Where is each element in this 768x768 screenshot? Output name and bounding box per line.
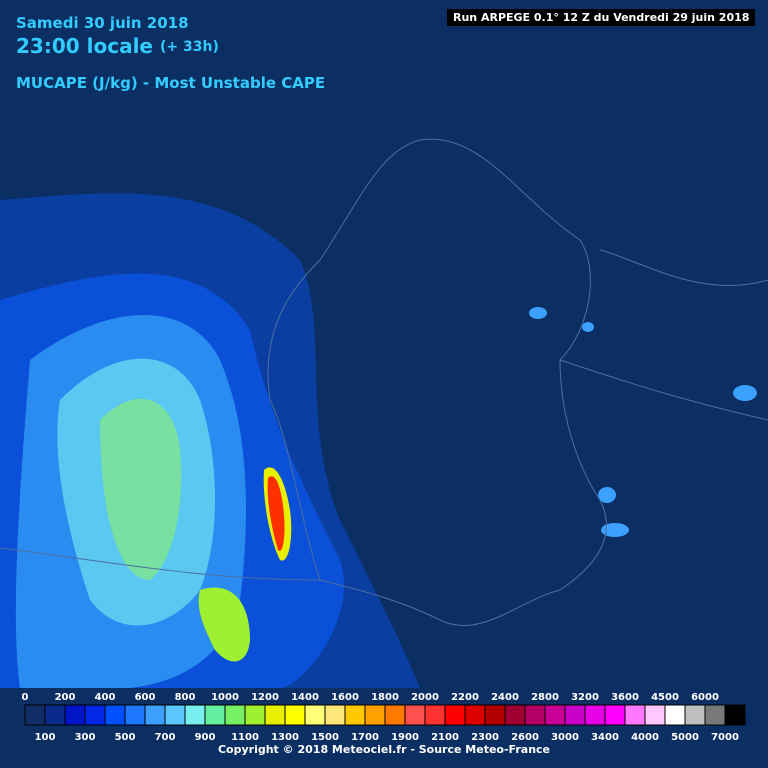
scale-label: 6000 [691,692,719,703]
color-box [204,704,226,726]
cape-cells [529,307,757,537]
color-box [84,704,106,726]
color-box [224,704,246,726]
cape-area [267,476,285,551]
color-box [244,704,266,726]
lead-time: (+ 33h) [160,39,219,55]
color-box [604,704,626,726]
scale-label: 2300 [471,732,499,743]
scale-label: 3200 [571,692,599,703]
color-box [284,704,306,726]
color-box [164,704,186,726]
scale-label: 100 [35,732,56,743]
color-box [304,704,326,726]
scale-label: 1700 [351,732,379,743]
scale-label: 2800 [531,692,559,703]
color-box [264,704,286,726]
color-box [644,704,666,726]
color-box [704,704,726,726]
scale-label: 7000 [711,732,739,743]
scale-label: 3000 [551,732,579,743]
run-info: Run ARPEGE 0.1° 12 Z du Vendredi 29 juin… [447,9,756,26]
color-box [324,704,346,726]
color-box [544,704,566,726]
cape-area [198,587,250,662]
scale-label: 2000 [411,692,439,703]
scale-label: 2200 [451,692,479,703]
scale-label: 4000 [631,732,659,743]
color-box [444,704,466,726]
scale-label: 0 [22,692,29,703]
date: Samedi 30 juin 2018 [16,14,189,32]
scale-label: 900 [195,732,216,743]
color-box [524,704,546,726]
color-box [424,704,446,726]
scale-label: 1000 [211,692,239,703]
cape-area [100,398,182,580]
scale-label: 5000 [671,732,699,743]
color-box [384,704,406,726]
color-box [184,704,206,726]
scale-label: 2100 [431,732,459,743]
borders [0,138,768,626]
scale-label: 1300 [271,732,299,743]
scale-label: 800 [175,692,196,703]
color-box [724,704,746,726]
color-box [44,704,66,726]
color-box [364,704,386,726]
color-box [64,704,86,726]
scale-label: 1400 [291,692,319,703]
color-box [124,704,146,726]
scale-label: 4500 [651,692,679,703]
scale-label: 2400 [491,692,519,703]
color-box [144,704,166,726]
color-box [344,704,366,726]
scale-label: 2600 [511,732,539,743]
scale-label: 1800 [371,692,399,703]
scale-label: 1100 [231,732,259,743]
copyright: Copyright © 2018 Meteociel.fr - Source M… [217,743,551,756]
scale-label: 1200 [251,692,279,703]
color-scale: 0 200 400 600 800 1000 1200 1400 1600 1800 2000 220… [22,692,746,743]
scale-label: 200 [55,692,76,703]
legend: 0 200 400 600 800 1000 1200 1400 1600 1800 2000 220… [0,688,768,768]
color-box [504,704,526,726]
color-box [484,704,506,726]
scale-label: 1900 [391,732,419,743]
time: 23:00 locale [16,34,153,58]
scale-label: 3600 [611,692,639,703]
scale-label: 500 [115,732,136,743]
scale-label: 600 [135,692,156,703]
scale-label: 700 [155,732,176,743]
scale-label: 1500 [311,732,339,743]
color-box [684,704,706,726]
color-box [404,704,426,726]
parameter: MUCAPE (J/kg) - Most Unstable CAPE [16,74,326,92]
scale-label: 300 [75,732,96,743]
color-box [104,704,126,726]
color-box [24,704,46,726]
color-box [584,704,606,726]
scale-label: 1600 [331,692,359,703]
scale-label: 3400 [591,732,619,743]
color-box [464,704,486,726]
color-box [624,704,646,726]
scale-label: 400 [95,692,116,703]
color-box [564,704,586,726]
color-box [664,704,686,726]
